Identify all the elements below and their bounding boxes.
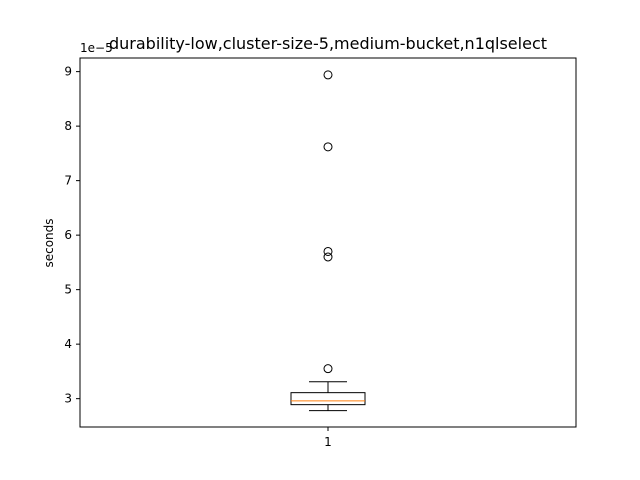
box-iqr <box>290 392 366 406</box>
outlier-point <box>323 142 333 152</box>
x-tick-label: 1 <box>324 435 332 449</box>
outlier-point <box>323 364 333 374</box>
outlier-point <box>323 70 333 80</box>
y-tick-label: 8 <box>64 119 72 133</box>
chart-title: durability-low,cluster-size-5,medium-buc… <box>109 34 547 53</box>
y-tick-label: 5 <box>64 283 72 297</box>
y-tick-label: 3 <box>64 392 72 406</box>
y-tick-label: 4 <box>64 337 72 351</box>
plot-area <box>290 70 366 412</box>
y-tick-label: 6 <box>64 228 72 242</box>
outlier-point <box>323 252 333 262</box>
y-axis-label: seconds <box>42 218 56 267</box>
y-tick-label: 7 <box>64 174 72 188</box>
axes-ticks: 3 4 5 6 7 8 9 1 <box>64 65 331 449</box>
outlier-point <box>323 246 333 256</box>
y-axis-offset-label: 1e−5 <box>80 41 113 55</box>
y-tick-label: 9 <box>64 65 72 79</box>
